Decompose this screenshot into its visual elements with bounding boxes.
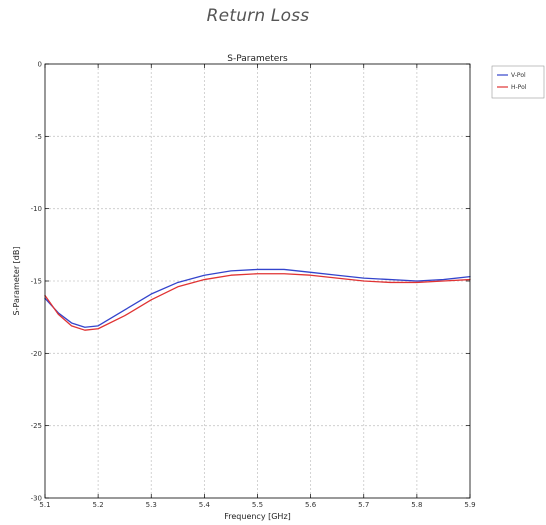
page-title: Return Loss <box>206 6 310 26</box>
x-tick-label: 5.9 <box>464 501 475 509</box>
x-tick-label: 5.4 <box>199 501 211 509</box>
x-tick-label: 5.2 <box>93 501 104 509</box>
chart-title: S-Parameters <box>227 54 288 64</box>
y-tick-label: -30 <box>31 495 42 503</box>
x-tick-label: 5.7 <box>358 501 369 509</box>
x-tick-label: 5.5 <box>252 501 263 509</box>
x-tick-label: 5.1 <box>39 501 50 509</box>
series-line-v-pol <box>44 268 471 328</box>
y-tick-label: -20 <box>31 350 42 358</box>
axes: 5.1 5.2 5.3 5.4 5.5 5.6 5.7 5.8 5.9 0 -5 -10 -15 -20 -… <box>31 61 476 510</box>
y-tick-label: -15 <box>31 278 42 286</box>
legend-entry: H-Pol <box>511 84 527 91</box>
legend-entry: V-Pol <box>511 72 526 79</box>
legend: V-Pol H-Pol <box>491 65 545 99</box>
y-tick-label: 0 <box>38 61 42 69</box>
legend-box <box>491 65 545 99</box>
y-tick-label: -5 <box>35 133 42 141</box>
x-tick-label: 5.8 <box>411 501 422 509</box>
x-tick-label: 5.6 <box>305 501 317 509</box>
series-layer <box>44 268 471 331</box>
series-line-h-pol <box>44 273 471 331</box>
x-tick-label: 5.3 <box>146 501 157 509</box>
y-axis-label: S-Parameter [dB] <box>12 247 21 316</box>
y-tick-label: -10 <box>31 205 42 213</box>
x-axis-label: Frequency [GHz] <box>224 512 291 521</box>
y-tick-label: -25 <box>31 422 42 430</box>
